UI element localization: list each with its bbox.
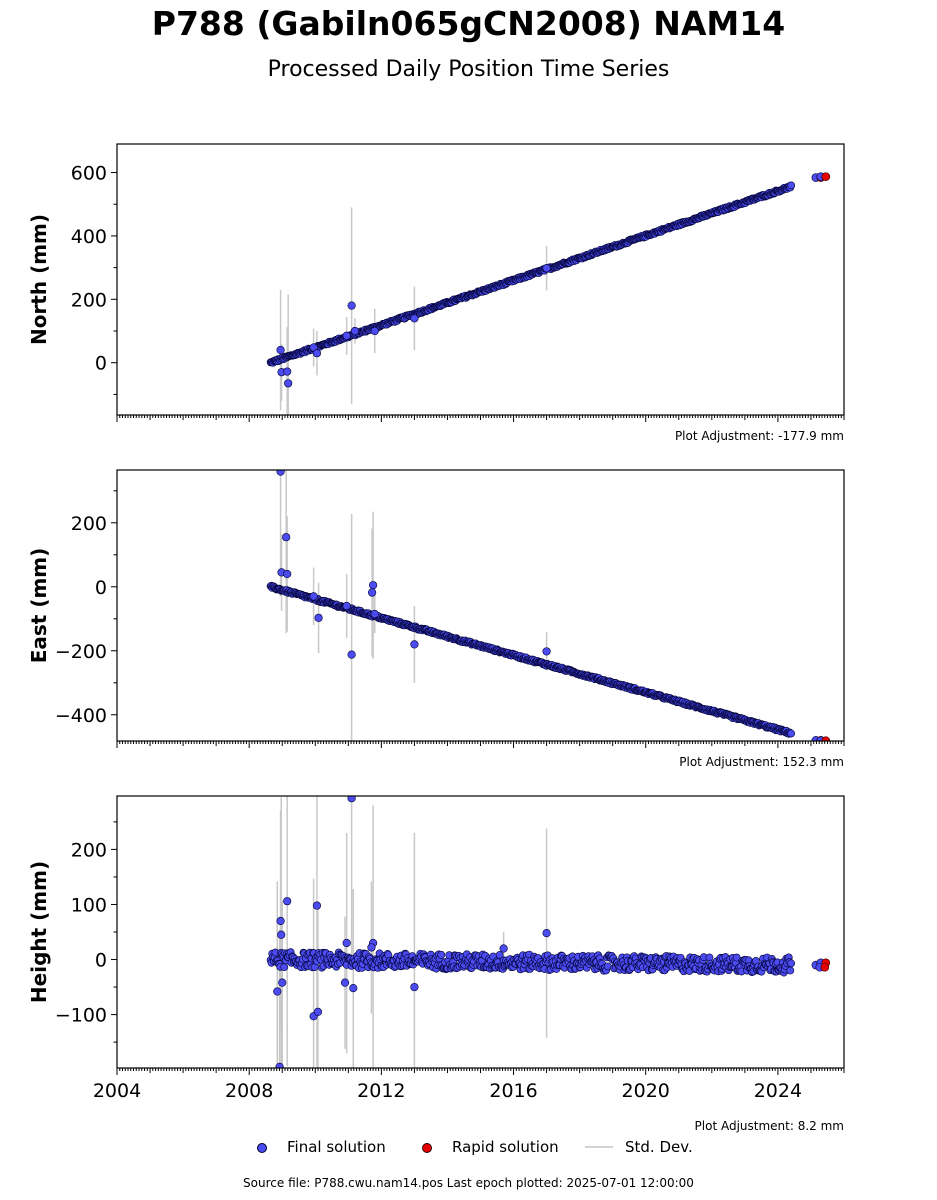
final-solution-points (266, 470, 831, 741)
panel-2: −100 0 100 200 2004 2008 2012 2016 2020 2024 Heigh… (27, 795, 845, 1102)
panel-1: −400 −200 0 200 East (mm) (27, 469, 845, 748)
final-solution-point (367, 943, 376, 952)
final-solution-points (266, 796, 831, 1068)
final-solution-point (370, 326, 379, 336)
rapid-solution-marker (422, 1143, 432, 1153)
final-solution-point (276, 345, 285, 355)
rapid-solution-point (821, 172, 831, 181)
y-tick-label: 0 (95, 353, 107, 375)
y-axis-label: East (mm) (27, 548, 51, 664)
plot-area (266, 172, 831, 415)
y-tick-label: −400 (55, 705, 107, 727)
stddev-bars (270, 470, 792, 741)
source-note: Source file: P788.cwu.nam14.pos Last epo… (243, 1176, 694, 1190)
axes-frame (116, 143, 845, 416)
final-solution-point (342, 601, 351, 611)
final-solution-point (787, 729, 796, 738)
final-solution-point (276, 916, 285, 926)
final-solution-point (370, 609, 379, 619)
final-solution-point (283, 569, 292, 579)
stddev-bars (270, 796, 792, 1068)
x-tick-label: 2016 (489, 1080, 537, 1102)
final-solution-point (280, 963, 289, 972)
final-solution-point (312, 901, 322, 910)
final-solution-point (273, 987, 282, 996)
final-solution-point (347, 650, 356, 659)
final-solution-point (283, 367, 292, 376)
final-solution-point (542, 929, 551, 938)
final-solution-point (410, 314, 419, 323)
y-tick-label: 0 (95, 577, 107, 599)
axes-frame (116, 469, 845, 742)
final-solution-point (283, 897, 292, 906)
chart-title: P788 (Gabiln065gCN2008) NAM14 (151, 4, 786, 43)
final-solution-point (542, 647, 551, 656)
x-tick-label: 2008 (225, 1080, 273, 1102)
north-plot-adjustment: Plot Adjustment: -177.9 mm (674, 429, 844, 443)
y-tick-label: −200 (55, 641, 107, 663)
final-solution-point (495, 951, 504, 959)
y-tick-label: 200 (71, 513, 107, 535)
final-solution-point (312, 349, 322, 358)
chart-subtitle: Processed Daily Position Time Series (267, 57, 670, 82)
y-axis-label: Height (mm) (27, 861, 51, 1003)
final-solution-point (342, 331, 351, 340)
final-solution-points (266, 172, 831, 388)
legend-rapid-label: Rapid solution (452, 1138, 559, 1156)
legend-stddev-label: Std. Dev. (625, 1138, 693, 1156)
east-plot-adjustment: Plot Adjustment: 152.3 mm (679, 755, 844, 769)
axes-frame (116, 795, 845, 1069)
y-tick-label: 600 (71, 163, 107, 185)
y-tick-label: 100 (71, 894, 107, 916)
y-tick-label: 200 (71, 289, 107, 311)
final-solution-point (342, 938, 351, 948)
final-solution-point (278, 978, 287, 987)
final-solution-point (369, 581, 378, 590)
x-tick-label: 2020 (622, 1080, 670, 1102)
final-solution-point (277, 930, 286, 939)
x-tick-label: 2004 (93, 1080, 141, 1102)
final-solution-point (340, 978, 350, 987)
x-tick-label: 2012 (357, 1080, 405, 1102)
final-solution-point (499, 944, 508, 953)
final-solution-point (787, 959, 796, 968)
final-solution-point (410, 640, 419, 649)
final-solution-point (347, 301, 356, 310)
x-tick-label: 2024 (754, 1080, 802, 1102)
final-solution-marker (257, 1143, 267, 1153)
final-solution-point (314, 613, 323, 622)
plot-area (266, 470, 831, 741)
final-solution-point (309, 592, 318, 601)
legend: Final solution Rapid solution Std. Dev. (0, 1137, 937, 1157)
y-axis-label: North (mm) (27, 214, 51, 345)
legend-final-label: Final solution (287, 1138, 386, 1156)
final-solution-point (410, 982, 419, 992)
y-tick-label: 400 (71, 226, 107, 248)
y-tick-label: 0 (95, 950, 107, 972)
std-dev-line-marker (585, 1146, 613, 1148)
y-tick-label: 200 (71, 839, 107, 861)
final-solution-point (787, 181, 796, 190)
final-solution-point (284, 379, 293, 388)
height-plot-adjustment: Plot Adjustment: 8.2 mm (694, 1119, 844, 1133)
final-solution-point (349, 984, 358, 993)
final-solution-point (542, 264, 551, 273)
final-solution-point (368, 588, 377, 597)
final-solution-point (276, 470, 285, 476)
y-tick-label: −100 (55, 1005, 107, 1027)
final-solution-point (275, 1062, 284, 1068)
panel-0: 0 200 400 600 North (mm) (27, 143, 845, 422)
final-solution-point (313, 1007, 323, 1016)
rapid-solution-point (820, 962, 830, 972)
final-solution-point (347, 796, 356, 803)
final-solution-point (282, 533, 291, 542)
plot-area (266, 796, 831, 1068)
final-solution-point (437, 950, 446, 959)
final-solution-point (603, 962, 612, 971)
final-solution-point (350, 326, 360, 336)
final-solution-point (786, 966, 795, 975)
